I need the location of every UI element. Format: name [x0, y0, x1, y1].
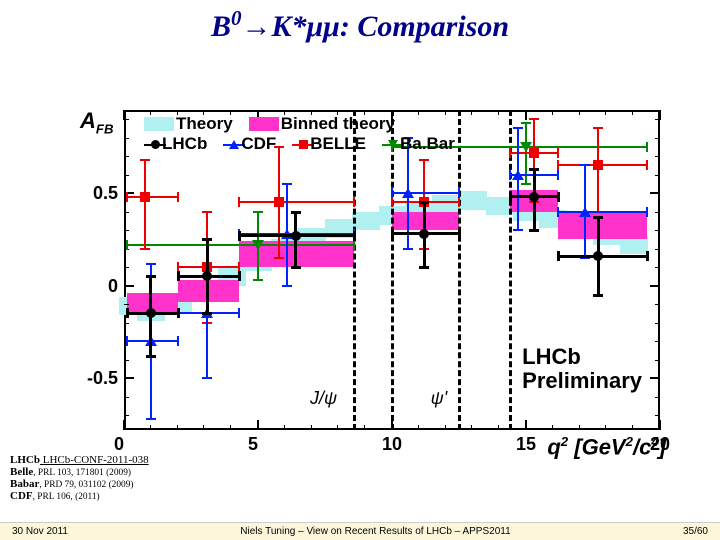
belle-point: [593, 160, 603, 170]
belle-point: [529, 148, 539, 158]
ytick-label: -0.5: [87, 368, 118, 389]
legend: Theory Binned theory LHCb CDF BELLE Ba.Bar: [144, 114, 467, 154]
psi-label: ψ': [431, 388, 448, 409]
reference-line: Babar, PRD 79, 031102 (2009): [10, 478, 149, 490]
lhcb-point: [529, 192, 539, 202]
footer-date: 30 Nov 2011: [0, 526, 68, 537]
y-axis-title: AFB: [80, 108, 113, 136]
lhcb-point: [291, 231, 301, 241]
legend-swatch-icon: [382, 134, 398, 154]
cdf-point: [402, 188, 414, 198]
legend-swatch-icon: [292, 134, 308, 154]
xtick-label: 10: [382, 434, 402, 455]
footer-page: 35/60: [683, 526, 720, 537]
reference-line: CDF, PRL 106, (2011): [10, 490, 149, 502]
ytick-label: 0.5: [93, 183, 118, 204]
preliminary-line2: Preliminary: [522, 369, 642, 393]
ytick-label: 0: [108, 276, 118, 297]
legend-label: Theory: [176, 114, 233, 134]
lhcb-point: [202, 271, 212, 281]
xtick-label: 5: [248, 434, 258, 455]
legend-swatch-icon: [144, 134, 160, 154]
preliminary-line1: LHCb: [522, 345, 642, 369]
legend-label: Ba.Bar: [400, 134, 455, 154]
legend-label: CDF: [241, 134, 276, 154]
belle-point: [274, 197, 284, 207]
reference-line: Belle, PRL 103, 171801 (2009): [10, 466, 149, 478]
legend-swatch-icon: [144, 117, 174, 131]
legend-swatch-icon: [249, 117, 279, 131]
legend-label: LHCb: [162, 134, 207, 154]
preliminary-label: LHCbPreliminary: [522, 345, 642, 393]
cdf-point: [579, 207, 591, 217]
x-axis-title: q2 [GeV2/c4]: [547, 434, 666, 460]
slide-title: B0→K*μμ: Comparison: [0, 6, 720, 44]
legend-label: Binned theory: [281, 114, 395, 134]
footer-center: Niels Tuning – View on Recent Results of…: [68, 526, 683, 537]
reference-line: LHCb LHCb-CONF-2011-038: [10, 454, 149, 466]
title-sup: 0: [231, 6, 242, 30]
title-prefix: B: [211, 10, 231, 43]
lhcb-point: [419, 229, 429, 239]
lhcb-point: [593, 251, 603, 261]
afb-chart: 05101520-0.500.5AFBq2 [GeV2/c4]TheoryBin…: [80, 50, 670, 455]
cdf-point: [512, 170, 524, 180]
xtick-label: 15: [516, 434, 536, 455]
footer: 30 Nov 2011 Niels Tuning – View on Recen…: [0, 522, 720, 540]
title-rest: →K*μμ: Comparison: [241, 10, 509, 43]
babar-point: [252, 240, 264, 250]
lhcb-point: [146, 308, 156, 318]
reference-list: LHCb LHCb-CONF-2011-038Belle, PRL 103, 1…: [10, 454, 149, 502]
legend-label: BELLE: [310, 134, 366, 154]
xtick-label: 0: [114, 434, 124, 455]
belle-point: [140, 192, 150, 202]
legend-swatch-icon: [223, 134, 239, 154]
psi-label: J/ψ: [310, 388, 337, 409]
